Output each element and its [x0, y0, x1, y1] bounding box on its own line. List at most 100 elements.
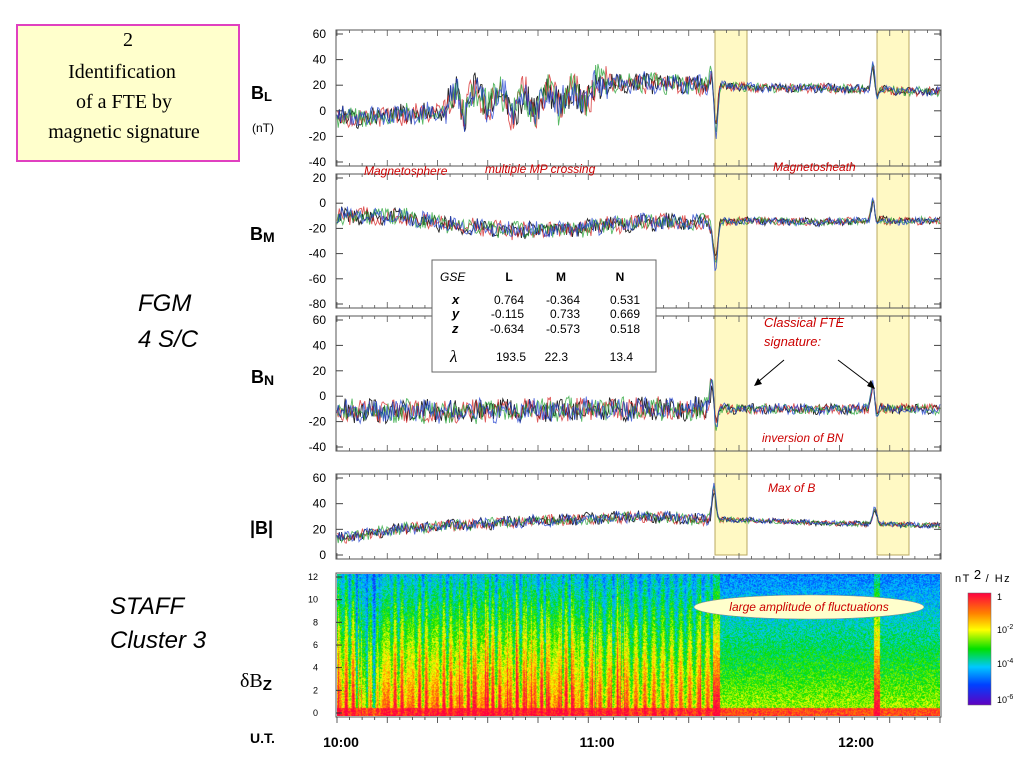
colorbar-unit: nT 2/ Hz	[955, 567, 1011, 585]
ut-label: U.T.	[250, 730, 275, 746]
table-header-gse: GSE	[440, 270, 466, 284]
annotation-max-b: Max of B	[768, 481, 815, 495]
title-box: 2 Identification of a FTE by magnetic si…	[16, 24, 240, 162]
y-tick-label: 20	[313, 78, 327, 92]
svg-text:-0.573: -0.573	[546, 322, 580, 336]
annotation-inversion-bn: inversion of BN	[762, 431, 844, 445]
table-row-label-z: z	[451, 321, 459, 336]
annotation-magnetosphere: Magnetosphere	[364, 164, 448, 178]
trace-sc4	[336, 61, 941, 140]
trace-sc2	[336, 488, 941, 544]
colorbar-tick-3: 10-6	[997, 694, 1013, 705]
table-row-label-y: y	[451, 306, 460, 321]
svg-text:BN: BN	[251, 367, 274, 388]
y-tick-label: 0	[319, 389, 326, 403]
dbz-axis-label: δBZ	[240, 670, 272, 694]
svg-text:22.3: 22.3	[545, 350, 569, 364]
svg-text:-0.634: -0.634	[490, 322, 524, 336]
y-tick-label: 40	[313, 338, 327, 352]
svg-text:0.764: 0.764	[494, 293, 524, 307]
bl-unit: (nT)	[252, 121, 274, 135]
staff-label-line-2: Cluster 3	[110, 627, 207, 654]
y-tick-label: -60	[309, 272, 327, 286]
y-tick-label: -40	[309, 155, 327, 169]
svg-text:0.531: 0.531	[610, 293, 640, 307]
fte-highlight-band-2	[876, 29, 910, 556]
y-tick-label: -80	[309, 297, 327, 311]
y-tick-label: -20	[309, 221, 327, 235]
y-tick-label: -20	[309, 129, 327, 143]
panel-BM: 20 0 -20 -40 -60 -80	[309, 171, 942, 311]
trace-sc2	[336, 200, 941, 261]
x-tick-label: 12:00	[838, 734, 874, 750]
trace-sc4	[336, 197, 941, 271]
title-number: 2	[123, 29, 133, 51]
y-tick-label: 20	[313, 364, 327, 378]
title-line-1: Identification	[68, 61, 176, 83]
table-header-n: N	[616, 270, 625, 284]
svg-text:-0.115: -0.115	[491, 307, 524, 321]
y-tick-label: -20	[309, 415, 327, 429]
spec-y-tick-label: 2	[313, 685, 318, 695]
svg-text:193.5: 193.5	[496, 350, 526, 364]
svg-text:δBZ: δBZ	[240, 670, 272, 694]
y-tick-label: 60	[313, 27, 327, 41]
annotation-mp-crossing: multiple MP crossing	[485, 162, 596, 176]
trace-sc3	[336, 62, 941, 133]
y-tick-label: 0	[319, 548, 326, 562]
fgm-label-line-2: 4 S/C	[138, 326, 199, 353]
svg-text:large amplitude of fluctuation: large amplitude of fluctuations	[729, 600, 888, 614]
colorbar-tick-1: 10-2	[997, 624, 1013, 635]
staff-label-line-1: STAFF	[110, 593, 186, 620]
colorbar-tick-2: 10-4	[997, 658, 1013, 669]
fte-arrows	[754, 359, 875, 389]
spec-y-tick-label: 6	[313, 640, 318, 650]
title-line-3: magnetic signature	[48, 121, 200, 143]
svg-text:BL: BL	[251, 83, 272, 104]
trace-sc3	[336, 198, 941, 263]
table-row-label-x: x	[451, 292, 460, 307]
table-header-m: M	[556, 270, 566, 284]
x-tick-label: 11:00	[579, 734, 614, 750]
y-tick-label: -40	[309, 247, 327, 261]
gse-matrix-table: GSE L M N x 0.764 -0.364 0.531 y -0.115 …	[431, 259, 657, 373]
svg-text:13.4: 13.4	[610, 350, 634, 364]
fluctuation-annotation: large amplitude of fluctuations	[693, 594, 925, 620]
svg-text:0.733: 0.733	[550, 307, 580, 321]
annotation-magnetosheath: Magnetosheath	[773, 160, 856, 174]
y-tick-label: 40	[313, 53, 327, 67]
y-tick-label: 20	[313, 522, 327, 536]
y-tick-label: 0	[319, 196, 326, 210]
bn-axis-label: BN	[251, 367, 274, 388]
y-tick-label: 60	[313, 313, 327, 327]
y-tick-label: -40	[309, 440, 327, 454]
title-line-2: of a FTE by	[76, 91, 172, 113]
trace-sc1	[336, 200, 941, 257]
bm-axis-label: BM	[250, 224, 275, 245]
annotation-fte-line-1: Classical FTE	[764, 315, 845, 330]
svg-text:0.518: 0.518	[610, 322, 640, 336]
fgm-label-line-1: FGM	[138, 290, 191, 317]
bl-axis-label: BL (nT)	[251, 83, 274, 135]
y-tick-label: 40	[313, 497, 327, 511]
svg-text:-0.364: -0.364	[546, 293, 580, 307]
table-row-label-lambda: λ	[449, 347, 457, 366]
spec-y-tick-label: 8	[313, 617, 318, 627]
y-tick-label: 0	[319, 104, 326, 118]
svg-text:BM: BM	[250, 224, 275, 245]
bmag-axis-label: |B|	[250, 518, 273, 538]
trace-sc4	[336, 482, 940, 543]
spec-y-tick-label: 10	[308, 595, 318, 605]
panel-magBmag: 60 40 20 0	[313, 471, 942, 562]
x-tick-label: 10:00	[323, 734, 359, 750]
y-tick-label: 60	[313, 471, 327, 485]
trace-sc4	[336, 378, 941, 427]
y-tick-label: 20	[313, 171, 327, 185]
colorbar: nT 2/ Hz 1 10-2 10-4 10-6	[955, 567, 1013, 706]
fte-highlight-band-1	[714, 29, 748, 556]
trace-sc1	[336, 66, 941, 132]
spec-y-tick-label: 4	[313, 663, 318, 673]
spec-y-tick-label: 0	[313, 708, 318, 718]
table-header-l: L	[505, 270, 512, 284]
